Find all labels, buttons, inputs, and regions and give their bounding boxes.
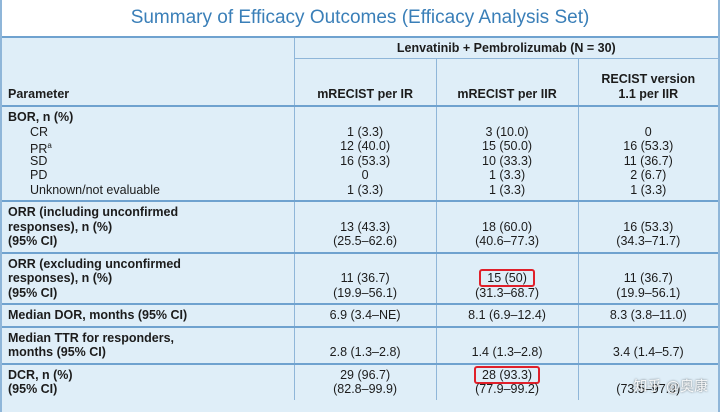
cell-recist-iir: 11 (36.7) (19.9–56.1) xyxy=(577,252,718,304)
cell-mrecist-ir: 1 (3.3) 12 (40.0) 16 (53.3) 0 1 (3.3) xyxy=(293,106,437,201)
efficacy-table: Lenvatinib + Pembrolizumab (N = 30) Para… xyxy=(2,38,718,400)
cell-mrecist-iir: 3 (10.0) 15 (50.0) 10 (33.3) 1 (3.3) 1 (… xyxy=(435,106,579,201)
header-row-columns: Parameter mRECIST per IR mRECIST per IIR… xyxy=(2,58,718,106)
table-row-orr-excluding: ORR (excluding unconfirmed responses), n… xyxy=(2,252,718,304)
row-label: ORR (including unconfirmed responses), n… xyxy=(8,205,179,248)
row-label: ORR (excluding unconfirmed responses), n… xyxy=(8,256,181,300)
row-label: BOR, n (%) CR PRa SD PD Unknown/not eval… xyxy=(8,110,160,197)
row-label: Median DOR, months (95% CI) xyxy=(8,308,188,322)
table-row-orr-including: ORR (including unconfirmed responses), n… xyxy=(2,201,718,253)
cell-mrecist-iir: 18 (60.0) (40.6–77.3) xyxy=(435,201,579,253)
cell-mrecist-iir: 15 (50) (31.3–68.7) xyxy=(435,252,579,304)
table-row-dcr: DCR, n (%) (95% CI) 29 (96.7) (82.8–99.9… xyxy=(2,363,718,400)
header-row-group: Lenvatinib + Pembrolizumab (N = 30) xyxy=(2,38,718,59)
cell-mrecist-ir: 6.9 (3.4–NE) xyxy=(293,304,437,327)
col-header-mrecist-iir: mRECIST per IIR xyxy=(435,58,579,106)
cell-mrecist-ir: 29 (96.7) (82.8–99.9) xyxy=(293,363,437,400)
table-row-median-ttr: Median TTR for responders, months (95% C… xyxy=(2,326,718,364)
cell-mrecist-iir: 1.4 (1.3–2.8) xyxy=(435,326,579,364)
cell-recist-iir: 3.4 (1.4–5.7) xyxy=(577,326,718,364)
group-header: Lenvatinib + Pembrolizumab (N = 30) xyxy=(293,38,718,59)
cell-mrecist-iir: 28 (93.3) (77.9–99.2) xyxy=(435,363,579,400)
highlight-box: 15 (50) xyxy=(479,269,535,287)
table-title: Summary of Efficacy Outcomes (Efficacy A… xyxy=(2,0,718,38)
cell-recist-iir: (73.5–97.9) xyxy=(577,363,718,400)
table-row-median-dor: Median DOR, months (95% CI) 6.9 (3.4–NE)… xyxy=(2,304,718,327)
cell-mrecist-ir: 11 (36.7) (19.9–56.1) xyxy=(293,252,437,304)
cell-recist-iir: 16 (53.3) (34.3–71.7) xyxy=(577,201,718,253)
watermark-text: 知乎 @奥康 xyxy=(633,379,708,395)
table-row-bor: BOR, n (%) CR PRa SD PD Unknown/not eval… xyxy=(2,106,718,201)
cell-mrecist-ir: 13 (43.3) (25.5–62.6) xyxy=(293,201,437,253)
highlight-box: 28 (93.3) xyxy=(474,365,541,384)
row-label: DCR, n (%) (95% CI) xyxy=(8,367,73,397)
cell-recist-iir: 0 16 (53.3) 11 (36.7) 2 (6.7) 1 (3.3) xyxy=(577,106,718,201)
cell-recist-iir: 8.3 (3.8–11.0) xyxy=(577,304,718,327)
row-label: Median TTR for responders, months (95% C… xyxy=(8,330,174,360)
col-header-mrecist-ir: mRECIST per IR xyxy=(293,58,437,106)
cell-mrecist-ir: 2.8 (1.3–2.8) xyxy=(293,326,437,364)
col-header-recist-iir: RECIST version 1.1 per IIR xyxy=(577,58,718,106)
parameter-header: Parameter xyxy=(8,87,70,101)
cell-mrecist-iir: 8.1 (6.9–12.4) xyxy=(435,304,579,327)
